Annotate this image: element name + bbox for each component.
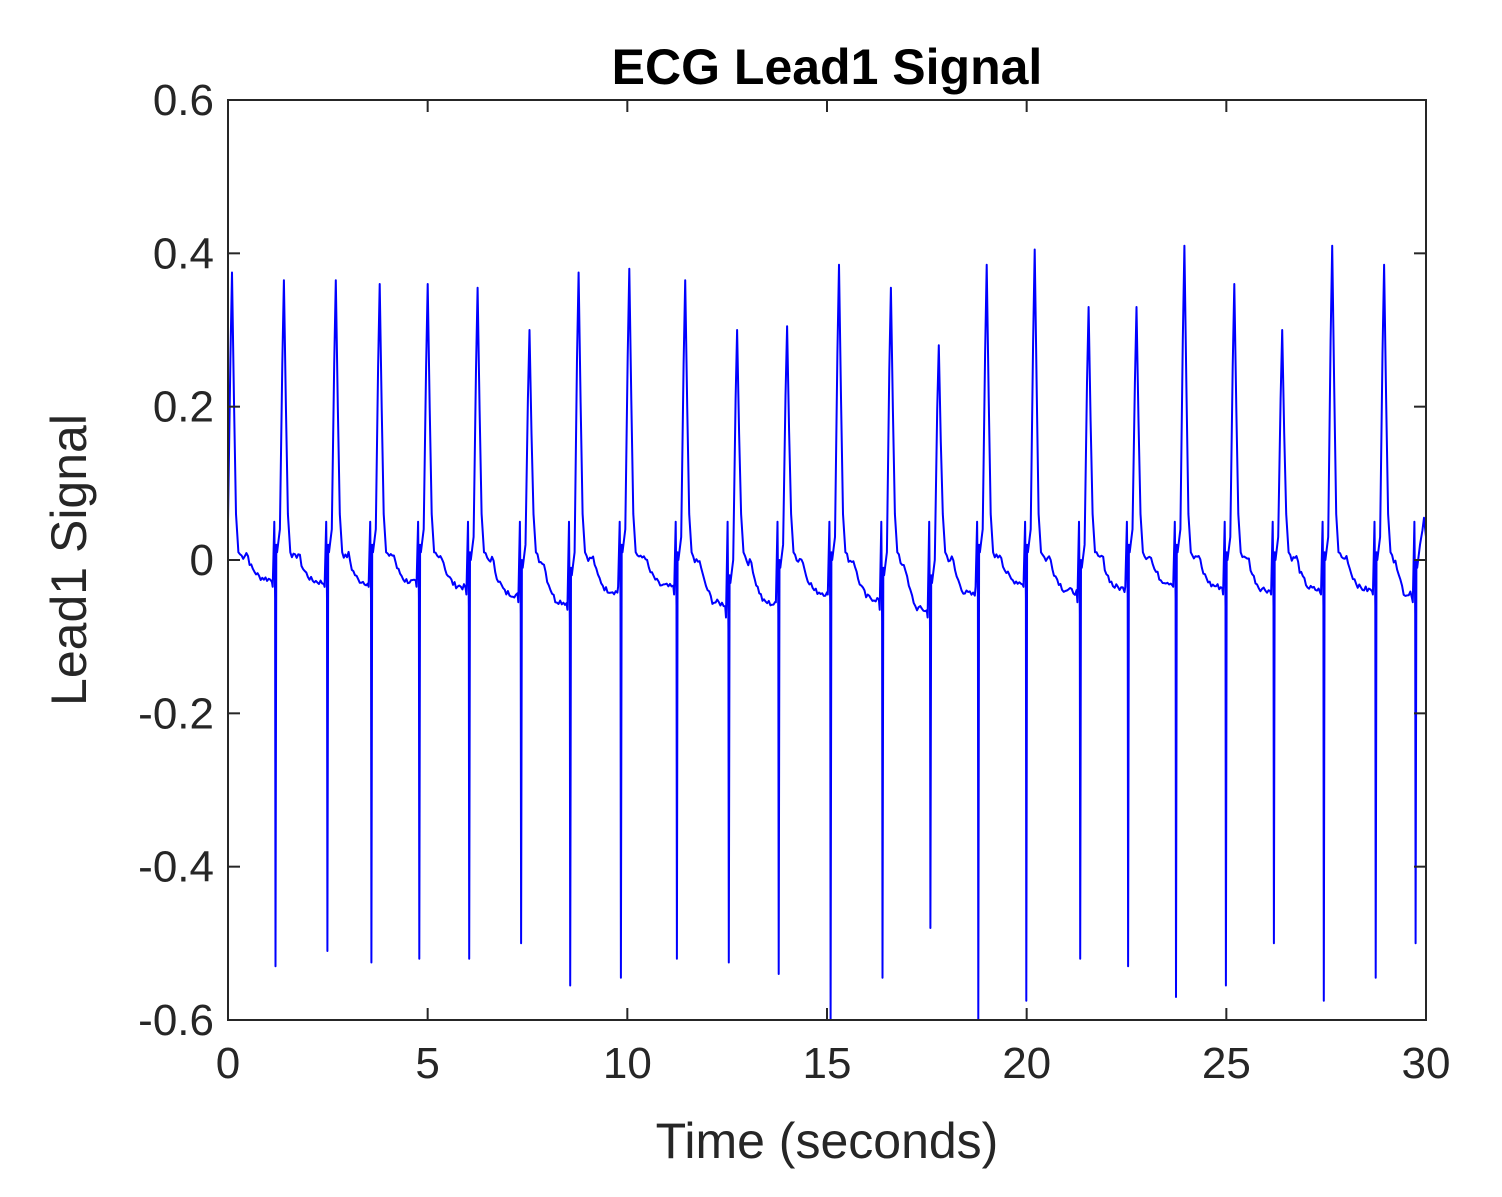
x-tick-label: 5: [415, 1039, 439, 1088]
x-tick-label: 25: [1202, 1039, 1251, 1088]
x-tick-label: 15: [803, 1039, 852, 1088]
y-tick-label: 0: [190, 536, 214, 585]
y-tick-label: -0.4: [138, 843, 214, 892]
x-axis-label: Time (seconds): [656, 1113, 999, 1169]
axis-ticks: 0 5 10 15 20 25 30 -0.6 -0.4 -0.2 0 0.2 0.4 0.6: [138, 76, 1450, 1088]
axes-box: [227, 99, 1427, 1021]
y-tick-label: 0.4: [153, 229, 214, 278]
x-tick-label: 10: [603, 1039, 652, 1088]
y-tick-label: 0.6: [153, 76, 214, 125]
y-tick-label: -0.2: [138, 689, 214, 738]
chart-title: ECG Lead1 Signal: [612, 39, 1043, 95]
x-tick-label: 30: [1402, 1039, 1451, 1088]
x-tick-label: 0: [216, 1039, 240, 1088]
plot-area: [227, 99, 1427, 1021]
y-tick-label: 0.2: [153, 383, 214, 432]
y-tick-label: -0.6: [138, 996, 214, 1045]
x-tick-label: 20: [1002, 1039, 1051, 1088]
y-axis-label: Lead1 Signal: [41, 414, 97, 706]
ecg-signal-line: [227, 244, 1427, 1021]
